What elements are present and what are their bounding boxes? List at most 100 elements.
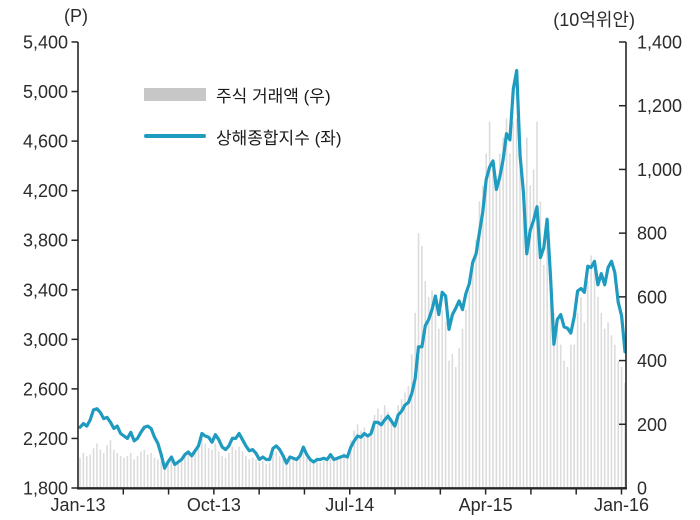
volume-bar [129, 452, 132, 487]
volume-bar [167, 460, 169, 487]
right-axis-tick-label: 1,400 [637, 33, 682, 53]
left-axis-tick-label: 2,600 [23, 379, 68, 399]
volume-bar [231, 446, 234, 487]
volume-bar [438, 328, 440, 487]
volume-bar [465, 309, 467, 487]
volume-bar [509, 153, 511, 487]
volume-bar [377, 408, 379, 487]
volume-bar [363, 427, 366, 487]
left-axis-tick-label: 1,800 [23, 479, 68, 499]
volume-bar [258, 462, 261, 487]
volume-bar [519, 169, 521, 487]
x-axis-tick-label: Apr-15 [459, 495, 513, 515]
volume-bar [407, 386, 410, 487]
volume-bar [299, 456, 301, 487]
volume-bar [214, 443, 217, 487]
left-axis-tick-label: 4,600 [23, 132, 68, 152]
volume-bar [390, 417, 393, 487]
volume-bar [546, 233, 548, 487]
volume-bar [190, 456, 193, 487]
volume-bar [593, 265, 596, 487]
volume-bar [600, 312, 603, 487]
volume-bar [255, 459, 257, 487]
volume-bar [322, 460, 325, 487]
left-axis-tick-label: 3,800 [23, 231, 68, 251]
volume-bar [451, 354, 454, 487]
volume-bar [79, 457, 81, 487]
volume-bar [319, 462, 322, 487]
volume-bar [150, 452, 152, 487]
volume-bar [485, 153, 488, 487]
volume-bar [241, 451, 244, 487]
volume-bar [329, 456, 332, 487]
volume-bar [424, 280, 427, 487]
volume-bar [380, 414, 383, 487]
volume-bar [454, 366, 457, 487]
volume-bar [194, 451, 196, 487]
volume-bar [576, 312, 579, 487]
volume-bar [488, 121, 491, 487]
volume-bar [109, 440, 112, 487]
volume-bar [505, 118, 508, 488]
index-line-swatch-icon [144, 134, 206, 138]
volume-bar [272, 452, 274, 487]
left-axis-tick-label: 2,200 [23, 429, 68, 449]
volume-bar [458, 347, 460, 487]
volume-bar [404, 392, 406, 487]
volume-bar [251, 457, 254, 487]
volume-bar [82, 452, 85, 487]
right-axis-tick-label: 1,200 [637, 96, 682, 116]
x-axis-tick-label: Oct-13 [187, 495, 241, 515]
index-line [78, 68, 627, 470]
volume-bar [92, 448, 95, 487]
volume-bar [532, 169, 535, 487]
volume-bar [197, 446, 200, 487]
right-axis-tick-label: 200 [637, 415, 667, 435]
volume-bar [526, 137, 528, 487]
volume-bar [157, 459, 159, 487]
volume-bar [309, 460, 311, 487]
volume-bar [542, 265, 545, 487]
volume-bar [116, 452, 119, 487]
legend-item-index: 상해종합지수 (좌) [144, 125, 342, 148]
volume-bar [204, 443, 207, 487]
chart-legend: 주식 거래액 (우) 상해종합지수 (좌) [144, 83, 342, 148]
volume-bar [228, 452, 230, 487]
volume-bar [556, 328, 559, 487]
volume-bar [316, 460, 318, 487]
volume-bar [597, 296, 599, 487]
volume-bar [187, 449, 190, 487]
volume-bar [427, 296, 430, 487]
left-axis-tick-label: 3,400 [23, 280, 68, 300]
volume-bar [207, 448, 210, 487]
legend-item-volume-label: 주식 거래액 (우) [216, 86, 331, 106]
volume-bar [350, 440, 352, 487]
volume-bar [234, 449, 237, 487]
x-axis-tick-label: Jul-14 [325, 495, 374, 515]
right-axis-tick-label: 600 [637, 287, 667, 307]
volume-bar [201, 437, 203, 487]
volume-bar [160, 460, 163, 487]
volume-bar [448, 360, 450, 487]
volume-bar [492, 169, 494, 487]
volume-bar [603, 328, 606, 487]
volume-bar [397, 405, 399, 487]
volume-bar [590, 255, 592, 487]
volume-bar [123, 457, 125, 487]
volume-bar [373, 414, 376, 487]
volume-bar [99, 449, 102, 487]
volume-bar [238, 446, 240, 487]
volume-bar [478, 201, 481, 488]
volume-bar [356, 424, 359, 487]
right-axis-tick-label: 400 [637, 351, 667, 371]
volume-bar [136, 456, 139, 487]
volume-bar [383, 405, 386, 487]
x-axis-tick-label: Jan-13 [50, 495, 105, 515]
volume-bar [434, 303, 437, 487]
left-axis-tick-label: 5,400 [23, 33, 68, 53]
volume-bar [89, 454, 91, 487]
volume-bar [302, 449, 305, 487]
right-axis-unit-label: (10억위안) [553, 10, 635, 30]
volume-bar [461, 328, 464, 487]
